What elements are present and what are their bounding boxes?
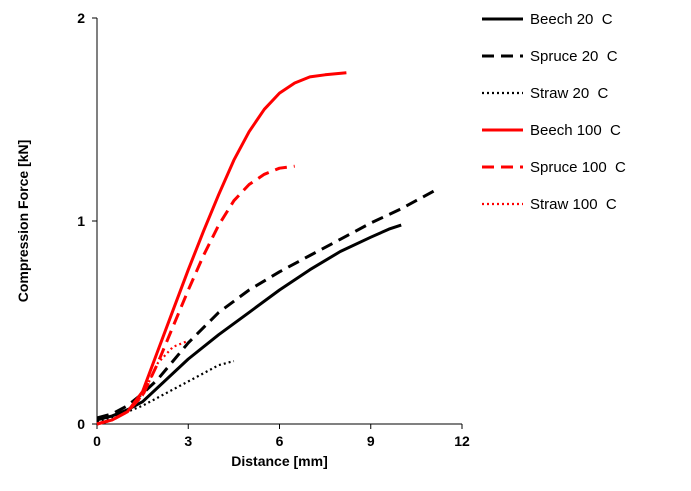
y-tick-label: 1 (77, 213, 85, 229)
legend-label: Straw 20 C (530, 85, 609, 102)
legend-label: Beech 100 C (530, 122, 621, 139)
y-tick-label: 0 (77, 416, 85, 432)
series-layer (96, 71, 436, 426)
x-axis-title: Distance [mm] (231, 453, 327, 469)
legend-label: Beech 20 C (530, 11, 613, 28)
x-tick-label: 3 (184, 433, 192, 449)
legend-label: Spruce 20 C (530, 48, 618, 65)
series-line-spruce-100-c (96, 164, 295, 426)
x-tick-label: 9 (367, 433, 375, 449)
x-tick-label: 6 (276, 433, 284, 449)
series-line-straw-100-c (96, 339, 189, 426)
legend-label: Spruce 100 C (530, 159, 626, 176)
x-tick-label: 0 (93, 433, 101, 449)
series-line-straw-20-c (96, 360, 235, 424)
x-tick-label: 12 (454, 433, 470, 449)
legend-label: Straw 100 C (530, 196, 617, 213)
legend: Beech 20 C Spruce 20 C Straw 20 C Beech 100… (482, 11, 626, 213)
y-axis-title: Compression Force [kN] (15, 140, 31, 303)
series-line-spruce-20-c (96, 189, 436, 420)
y-tick-label: 2 (77, 10, 85, 26)
series-line-beech-100-c (96, 71, 347, 426)
